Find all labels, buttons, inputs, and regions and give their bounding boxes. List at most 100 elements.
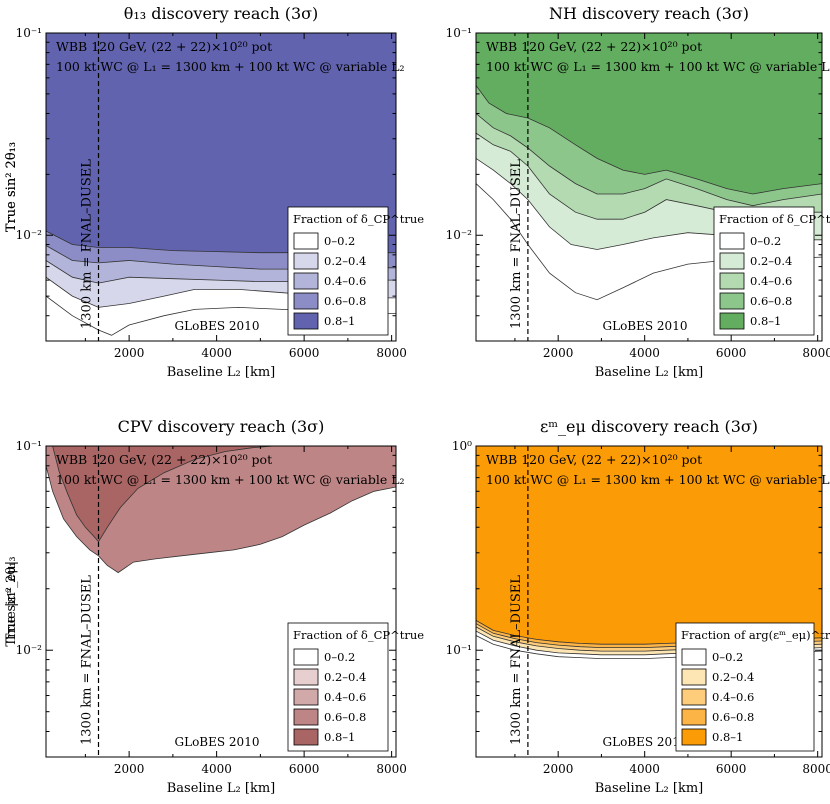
legend: Fraction of arg(εᵐ_eμ)^true 0–0.2 0.2–0.4 0… [675, 622, 830, 752]
x-axis-label: Baseline L₂ [km] [167, 781, 276, 796]
annotation-line-1: WBB 120 GeV, (22 + 22)×10²⁰ pot [56, 452, 272, 467]
legend-swatch [293, 272, 319, 290]
fnal-dusel-label: 1300 km = FNAL–DUSEL [80, 159, 95, 329]
legend-title: Fraction of δ_CP^true [293, 212, 424, 226]
region-0.8-1 [46, 33, 396, 253]
legend-label: 0.8–1 [324, 314, 355, 328]
fnal-dusel-label: 1300 km = FNAL–DUSEL [80, 575, 95, 745]
globes-watermark: GLoBES 2010 [175, 735, 260, 749]
globes-watermark: GLoBES 2010 [603, 319, 688, 333]
chart-panel-2: 1300 km = FNAL–DUSEL 2000 4000 6000 8000 10⁻²… [4, 4, 830, 380]
legend-label: 0.2–0.4 [712, 670, 754, 684]
x-tick-label: 8000 [376, 346, 407, 360]
legend-swatch [681, 728, 707, 746]
chart-title: CPV discovery reach (3σ) [118, 417, 325, 436]
x-axis-label: Baseline L₂ [km] [167, 365, 276, 380]
legend-label: 0.4–0.6 [324, 690, 366, 704]
legend-label: 0–0.2 [324, 650, 355, 664]
chart-title: εᵐ_eμ discovery reach (3σ) [540, 417, 758, 436]
legend-title: Fraction of arg(εᵐ_eμ)^true [681, 628, 830, 642]
legend-label: 0.8–1 [712, 730, 743, 744]
legend: Fraction of δ_CP^true 0–0.2 0.2–0.4 0.4–0.6… [287, 206, 424, 336]
x-tick-label: 4000 [201, 346, 232, 360]
globes-watermark: GLoBES 2010 [175, 319, 260, 333]
legend-label: 0.4–0.6 [750, 274, 792, 288]
x-tick-label: 2000 [543, 346, 574, 360]
legend-label: 0.6–0.8 [712, 710, 754, 724]
y-axis-label: True |εᵐ_eμ| [4, 561, 19, 642]
legend-label: 0–0.2 [324, 234, 355, 248]
legend-swatch [293, 728, 319, 746]
y-tick-label: 10⁻² [16, 228, 43, 242]
legend: Fraction of δ_CP^true 0–0.2 0.2–0.4 0.4–0.6… [713, 206, 830, 336]
legend-swatch [293, 292, 319, 310]
fnal-dusel-label: 1300 km = FNAL–DUSEL [509, 159, 524, 329]
annotation-line-1: WBB 120 GeV, (22 + 22)×10²⁰ pot [486, 39, 702, 54]
y-tick-label: 10⁻¹ [446, 26, 472, 40]
legend: Fraction of δ_CP^true 0–0.2 0.2–0.4 0.4–0.6… [287, 622, 424, 752]
plot-areas [46, 446, 396, 574]
y-tick-label: 10⁻² [446, 228, 473, 242]
y-tick-label: 10⁻¹ [446, 643, 472, 657]
legend-swatch [293, 668, 319, 686]
fnal-dusel-label: 1300 km = FNAL–DUSEL [509, 575, 524, 745]
legend-swatch [681, 688, 707, 706]
y-tick-label: 10⁰ [452, 439, 472, 453]
annotation-line-1: WBB 120 GeV, (22 + 22)×10²⁰ pot [486, 452, 702, 467]
region-0.4-0.6 [52, 446, 287, 542]
y-axis-label: True sin² 2θ₁₃ [4, 556, 19, 646]
legend-swatch [293, 708, 319, 726]
legend-swatch [719, 232, 745, 250]
contour-line [476, 113, 822, 207]
annotation-line-2: 100 kt WC @ L₁ = 1300 km + 100 kt WC @ v… [56, 472, 405, 487]
legend-swatch [719, 312, 745, 330]
legend-label: 0.6–0.8 [324, 710, 366, 724]
x-tick-label: 2000 [114, 346, 145, 360]
legend-label: 0.2–0.4 [324, 254, 366, 268]
x-tick-label: 6000 [289, 346, 320, 360]
y-axis-label: True sin² 2θ₁₃ [4, 142, 19, 232]
legend-label: 0.8–1 [324, 730, 355, 744]
legend-swatch [293, 688, 319, 706]
x-axis-label: Baseline L₂ [km] [595, 781, 704, 796]
legend-swatch [681, 648, 707, 666]
legend-label: 0.2–0.4 [750, 254, 792, 268]
contour-line [46, 465, 396, 574]
x-tick-label: 6000 [716, 346, 747, 360]
y-axis-label: True sin² 2θ₁₃ [4, 142, 19, 232]
x-axis-label: Baseline L₂ [km] [595, 365, 704, 380]
legend-swatch [681, 708, 707, 726]
legend-swatch [293, 252, 319, 270]
annotation-line-2: 100 kt WC @ L₁ = 1300 km + 100 kt WC @ v… [486, 59, 830, 74]
x-tick-label: 8000 [376, 762, 407, 776]
contour-line [52, 446, 287, 543]
region-0.8-1 [476, 446, 822, 645]
x-tick-label: 8000 [802, 762, 830, 776]
legend-swatch [719, 292, 745, 310]
chart-panel-1: 1300 km = FNAL–DUSEL 2000 4000 6000 8000 10⁻²… [4, 4, 424, 380]
legend-label: 0–0.2 [712, 650, 743, 664]
legend-label: 0–0.2 [750, 234, 781, 248]
contour-line [476, 85, 822, 195]
legend-label: 0.8–1 [750, 314, 781, 328]
chart-title: NH discovery reach (3σ) [549, 4, 749, 23]
legend-swatch [719, 272, 745, 290]
legend-swatch [293, 648, 319, 666]
plot-frame [45, 445, 397, 758]
annotation-line-2: 100 kt WC @ L₁ = 1300 km + 100 kt WC @ v… [486, 472, 830, 487]
plot-frame [45, 32, 397, 342]
y-tick-label: 10⁻² [16, 643, 43, 657]
annotation-line-2: 100 kt WC @ L₁ = 1300 km + 100 kt WC @ v… [56, 59, 405, 74]
globes-watermark: GLoBES 2010 [603, 735, 688, 749]
legend-swatch [293, 232, 319, 250]
chart-panel-3: 1300 km = FNAL–DUSEL 2000 4000 6000 8000 10⁻²… [4, 417, 424, 796]
x-tick-label: 8000 [802, 346, 830, 360]
legend-label: 0.2–0.4 [324, 670, 366, 684]
legend-swatch [719, 252, 745, 270]
legend-swatch [681, 668, 707, 686]
legend-label: 0.4–0.6 [324, 274, 366, 288]
annotation-line-1: WBB 120 GeV, (22 + 22)×10²⁰ pot [56, 39, 272, 54]
chart-panel-4: 1300 km = FNAL–DUSEL 2000 4000 6000 8000 10⁻¹… [4, 417, 830, 796]
plot-frame [475, 32, 823, 342]
x-tick-label: 4000 [629, 762, 660, 776]
